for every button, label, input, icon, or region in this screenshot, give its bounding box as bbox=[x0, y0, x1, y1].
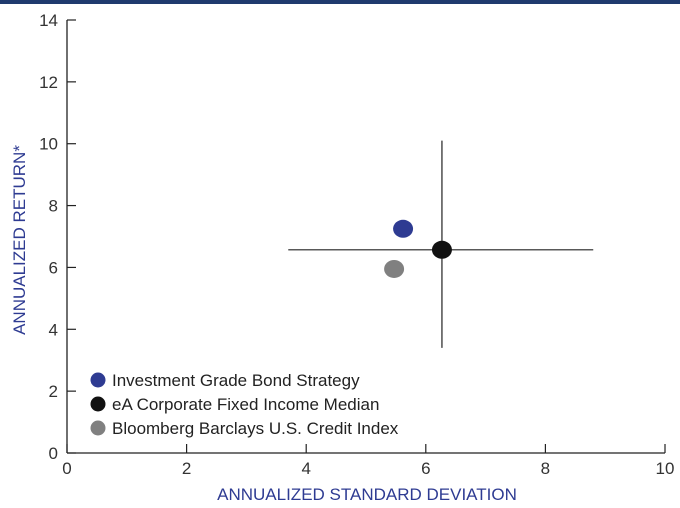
y-tick-label: 12 bbox=[39, 73, 58, 92]
data-point-3 bbox=[384, 259, 405, 278]
y-tick-label: 14 bbox=[39, 11, 58, 30]
x-tick-label: 10 bbox=[656, 459, 675, 478]
data-points bbox=[384, 219, 452, 278]
y-tick-label: 4 bbox=[49, 320, 58, 339]
legend-label-1: Investment Grade Bond Strategy bbox=[112, 371, 360, 390]
y-tick-label: 6 bbox=[49, 258, 58, 277]
legend-label-3: Bloomberg Barclays U.S. Credit Index bbox=[112, 419, 399, 438]
x-tick-label: 2 bbox=[182, 459, 191, 478]
x-tick-label: 6 bbox=[421, 459, 430, 478]
x-tick-label: 8 bbox=[541, 459, 550, 478]
data-point-2 bbox=[431, 240, 452, 259]
legend-marker-3 bbox=[90, 420, 106, 436]
x-tick-label: 4 bbox=[301, 459, 310, 478]
x-tick-label: 0 bbox=[62, 459, 71, 478]
y-tick-label: 2 bbox=[49, 382, 58, 401]
axes: 0 2 4 6 8 10 12 14 0 2 4 6 8 10 bbox=[39, 11, 674, 478]
legend-marker-2 bbox=[90, 396, 106, 412]
y-tick-label: 0 bbox=[49, 444, 58, 463]
top-bar bbox=[0, 0, 680, 4]
x-axis-label: ANNUALIZED STANDARD DEVIATION bbox=[217, 485, 517, 503]
legend-marker-1 bbox=[90, 372, 106, 388]
y-tick-label: 10 bbox=[39, 135, 58, 154]
legend-label-2: eA Corporate Fixed Income Median bbox=[112, 395, 379, 414]
legend: Investment Grade Bond Strategy eA Corpora… bbox=[90, 371, 399, 438]
y-axis-label: ANNUALIZED RETURN* bbox=[10, 145, 29, 335]
y-tick-label: 8 bbox=[49, 197, 58, 216]
data-point-1 bbox=[393, 219, 414, 238]
